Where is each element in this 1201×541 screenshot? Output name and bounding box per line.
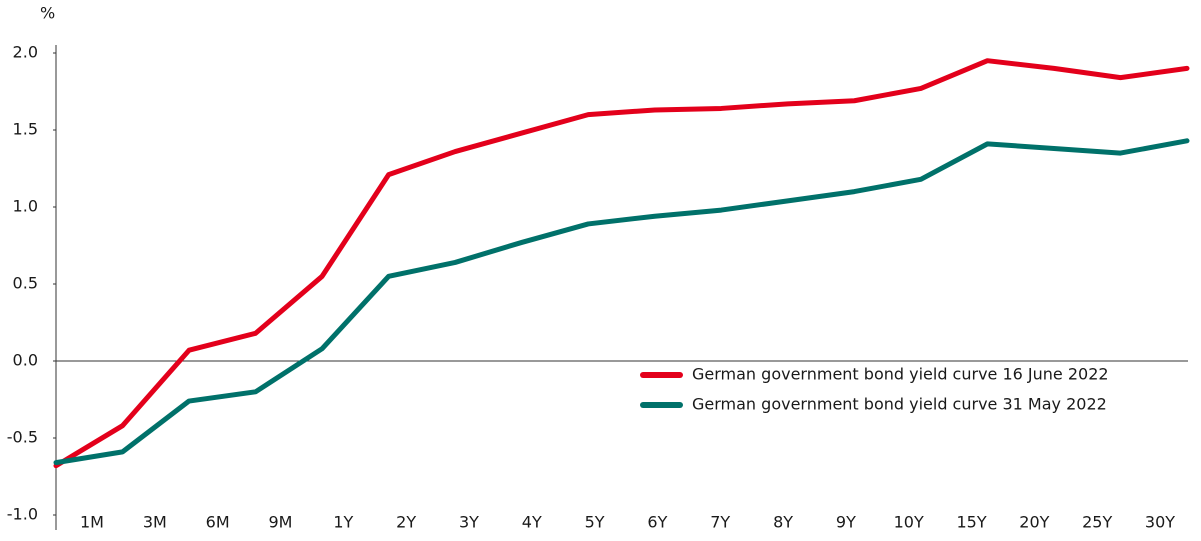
x-tick-label: 2Y [396, 513, 416, 532]
x-tick-label: 5Y [585, 513, 605, 532]
x-tick-label: 20Y [1019, 513, 1049, 532]
x-tick-label: 8Y [773, 513, 793, 532]
y-axis-label: % [40, 4, 55, 23]
x-tick-label: 25Y [1082, 513, 1112, 532]
legend-label: German government bond yield curve 31 Ma… [692, 395, 1107, 414]
x-tick-label: 30Y [1145, 513, 1175, 532]
y-tick-label: 2.0 [13, 43, 38, 62]
x-tick-label: 6M [206, 513, 230, 532]
x-tick-label: 3Y [459, 513, 479, 532]
x-tick-label: 7Y [710, 513, 730, 532]
x-tick-label: 4Y [522, 513, 542, 532]
x-tick-label: 3M [143, 513, 167, 532]
x-tick-label: 9M [268, 513, 292, 532]
legend-label: German government bond yield curve 16 Ju… [692, 365, 1109, 384]
series-line [53, 58, 1190, 469]
x-tick-label: 1Y [333, 513, 353, 532]
x-tick-label: 9Y [836, 513, 856, 532]
y-tick-label: -1.0 [7, 505, 38, 524]
y-tick-label: 0.0 [13, 351, 38, 370]
y-tick-label: 1.5 [13, 120, 38, 139]
x-tick-label: 6Y [647, 513, 667, 532]
x-tick-label: 1M [80, 513, 104, 532]
x-tick-label: 15Y [956, 513, 986, 532]
x-tick-label: 10Y [894, 513, 924, 532]
y-tick-label: 0.5 [13, 274, 38, 293]
y-tick-label: -0.5 [7, 428, 38, 447]
series-line [53, 138, 1190, 466]
y-tick-label: 1.0 [13, 197, 38, 216]
